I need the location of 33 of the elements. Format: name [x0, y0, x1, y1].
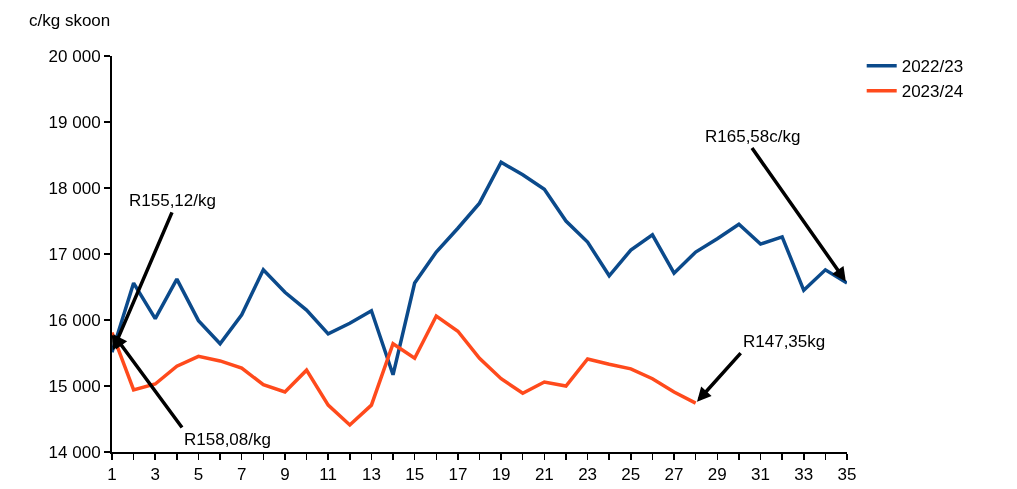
x-tick-label: 15 [405, 465, 425, 485]
legend-label: 2022/23 [901, 57, 964, 77]
legend-label: 2023/24 [901, 82, 964, 102]
x-tick-label: 3 [150, 465, 160, 485]
x-tick-label: 7 [236, 465, 247, 485]
annotation: R147,35kg [743, 332, 826, 351]
x-tick-label: 5 [193, 465, 204, 485]
x-tick-label: 23 [578, 465, 598, 485]
x-tick-label: 27 [664, 465, 684, 485]
x-tick-label: 19 [491, 465, 511, 485]
x-tick-label: 25 [621, 465, 641, 485]
x-tick-label: 9 [280, 465, 290, 485]
y-tick-label: 18 000 [48, 178, 101, 198]
x-tick-label: 1 [107, 465, 117, 485]
x-tick-label: 35 [837, 465, 857, 485]
x-tick-label: 17 [448, 465, 468, 485]
line-series [112, 160, 847, 377]
y-tick-label: 17 000 [48, 244, 101, 264]
y-tick-label: 15 000 [48, 376, 101, 396]
x-tick-label: 31 [751, 465, 770, 485]
x-tick-label: 29 [707, 465, 727, 485]
x-tick-label: 21 [534, 465, 554, 485]
annotation: R165,58c/kg [705, 127, 801, 146]
y-tick-label: 20 000 [48, 46, 101, 66]
y-axis-title: c/kg skoon [29, 11, 111, 30]
y-tick-label: 16 000 [48, 310, 101, 330]
y-tick-label: 19 000 [48, 112, 101, 132]
x-tick-label: 33 [794, 465, 814, 485]
annotation: R155,12/kg [129, 191, 216, 210]
x-tick-label: 13 [361, 465, 381, 485]
x-tick-label: 11 [319, 465, 338, 485]
y-tick-label: 14 000 [48, 442, 101, 462]
annotation: R158,08/kg [184, 430, 271, 449]
